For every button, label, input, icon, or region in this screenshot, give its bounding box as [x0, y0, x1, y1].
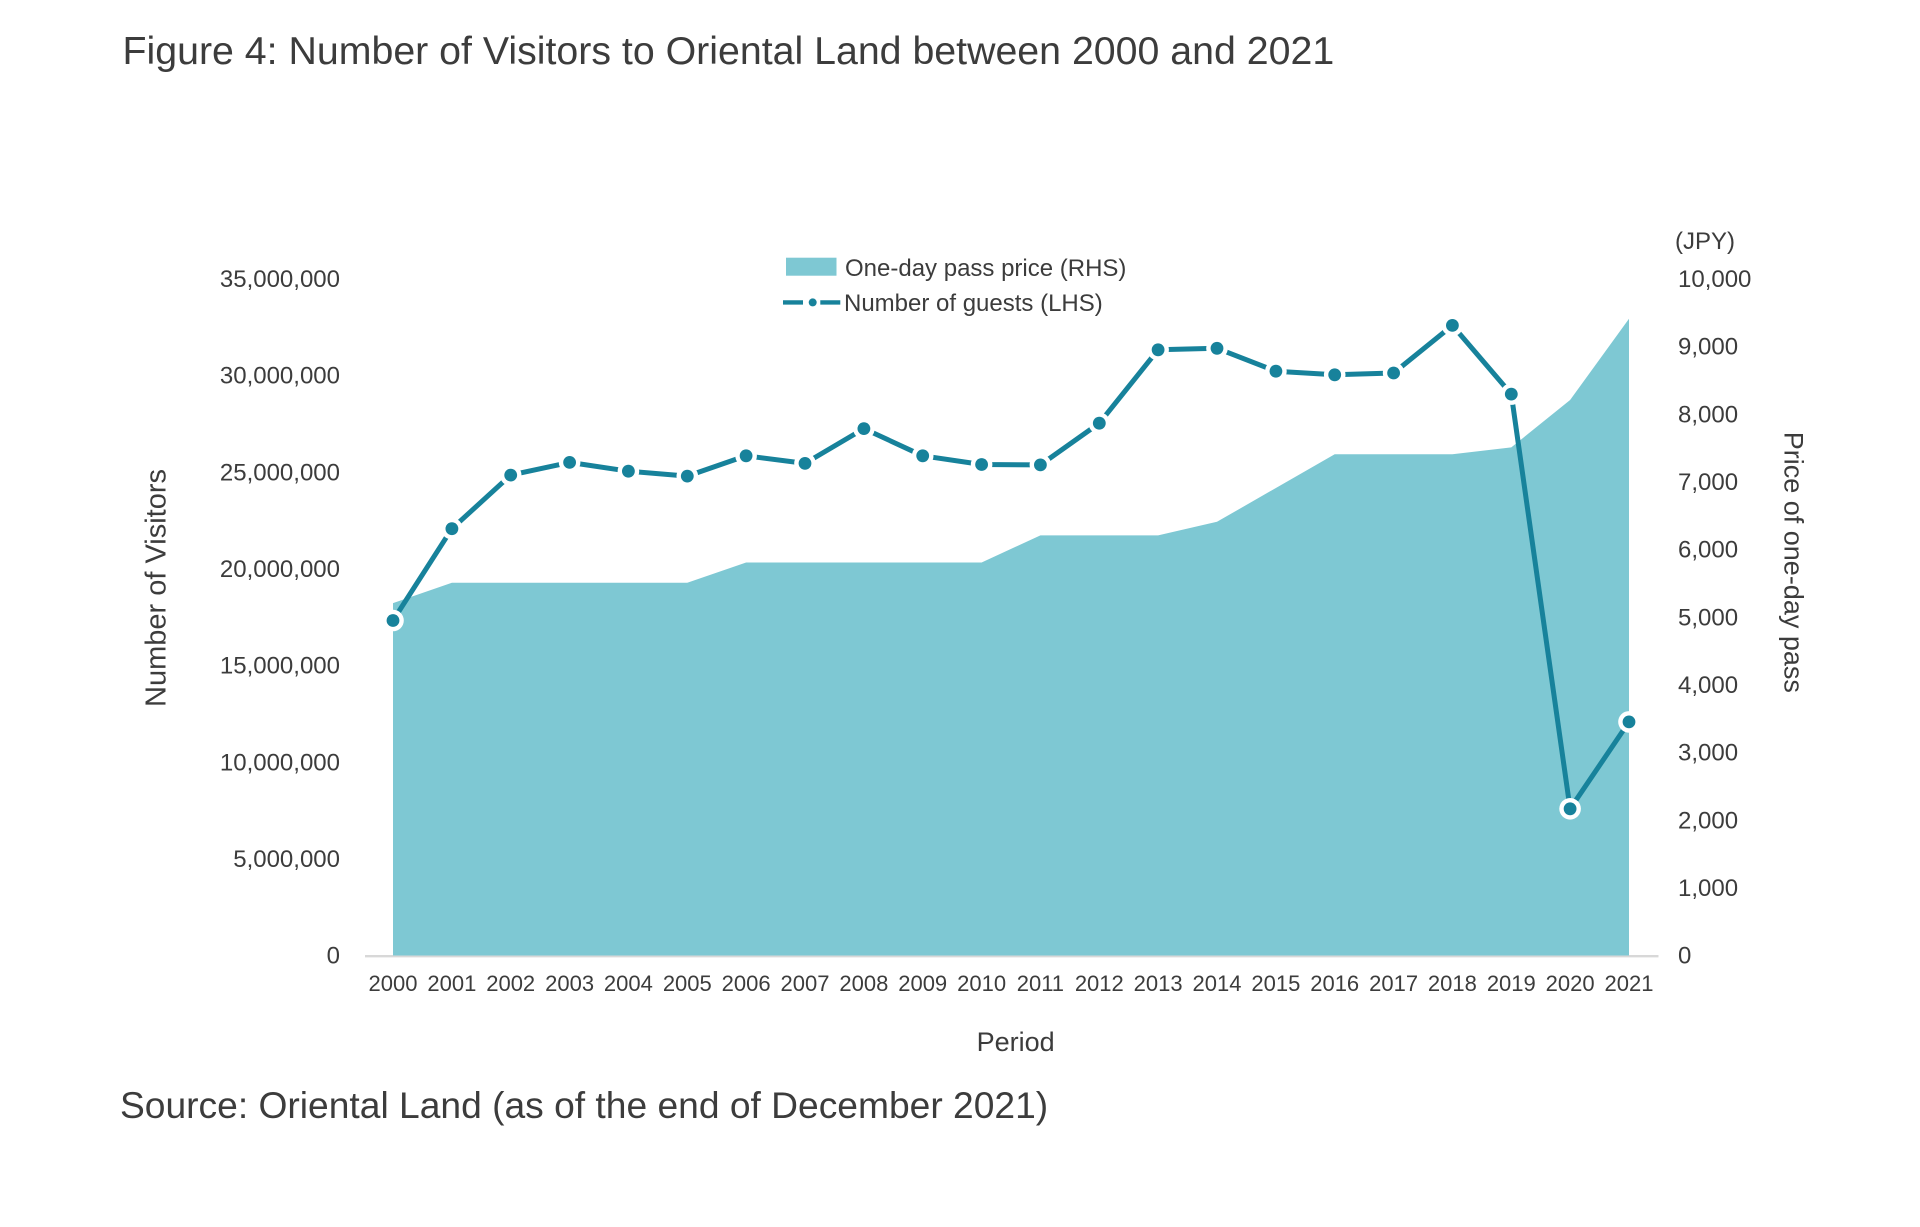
svg-text:One-day pass price (RHS): One-day pass price (RHS): [845, 255, 1126, 282]
svg-text:2020: 2020: [1546, 971, 1595, 996]
svg-text:2001: 2001: [427, 971, 476, 996]
svg-text:2009: 2009: [898, 971, 947, 996]
svg-text:2014: 2014: [1193, 971, 1242, 996]
svg-text:2005: 2005: [663, 971, 712, 996]
svg-text:2015: 2015: [1251, 971, 1300, 996]
svg-text:2019: 2019: [1487, 971, 1536, 996]
svg-text:5,000: 5,000: [1678, 604, 1738, 631]
svg-text:4,000: 4,000: [1678, 672, 1738, 699]
svg-text:2006: 2006: [722, 971, 771, 996]
svg-text:Number of Visitors: Number of Visitors: [141, 469, 173, 707]
svg-text:8,000: 8,000: [1678, 401, 1738, 428]
svg-text:2008: 2008: [839, 971, 888, 996]
svg-text:30,000,000: 30,000,000: [220, 363, 340, 390]
svg-text:25,000,000: 25,000,000: [220, 459, 340, 486]
svg-text:2003: 2003: [545, 971, 594, 996]
svg-text:2012: 2012: [1075, 971, 1124, 996]
svg-text:35,000,000: 35,000,000: [220, 266, 340, 293]
svg-text:1,000: 1,000: [1678, 875, 1738, 902]
svg-text:Number of guests (LHS): Number of guests (LHS): [844, 290, 1103, 317]
svg-text:(JPY): (JPY): [1675, 228, 1735, 255]
svg-text:0: 0: [327, 943, 340, 970]
svg-text:2002: 2002: [486, 971, 535, 996]
svg-text:20,000,000: 20,000,000: [220, 556, 340, 583]
svg-text:2010: 2010: [957, 971, 1006, 996]
svg-text:10,000: 10,000: [1678, 266, 1751, 293]
svg-text:2018: 2018: [1428, 971, 1477, 996]
svg-text:2016: 2016: [1310, 971, 1359, 996]
svg-text:0: 0: [1678, 943, 1691, 970]
svg-text:2017: 2017: [1369, 971, 1418, 996]
svg-text:2004: 2004: [604, 971, 653, 996]
svg-text:5,000,000: 5,000,000: [233, 846, 340, 873]
svg-text:2000: 2000: [369, 971, 418, 996]
svg-text:2013: 2013: [1134, 971, 1183, 996]
svg-text:2,000: 2,000: [1678, 807, 1738, 834]
svg-text:Period: Period: [977, 1027, 1055, 1057]
svg-text:7,000: 7,000: [1678, 469, 1738, 496]
svg-text:Price of one-day pass: Price of one-day pass: [1779, 432, 1809, 693]
svg-text:2021: 2021: [1605, 971, 1654, 996]
svg-text:6,000: 6,000: [1678, 537, 1738, 564]
svg-text:9,000: 9,000: [1678, 334, 1738, 361]
svg-text:10,000,000: 10,000,000: [220, 749, 340, 776]
svg-text:2007: 2007: [781, 971, 830, 996]
svg-text:2011: 2011: [1017, 971, 1064, 996]
svg-text:15,000,000: 15,000,000: [220, 653, 340, 680]
svg-text:Source: Oriental Land (as of t: Source: Oriental Land (as of the end of …: [120, 1084, 1048, 1126]
svg-text:Figure 4: Number of Visitors t: Figure 4: Number of Visitors to Oriental…: [123, 29, 1335, 73]
svg-text:3,000: 3,000: [1678, 740, 1738, 767]
